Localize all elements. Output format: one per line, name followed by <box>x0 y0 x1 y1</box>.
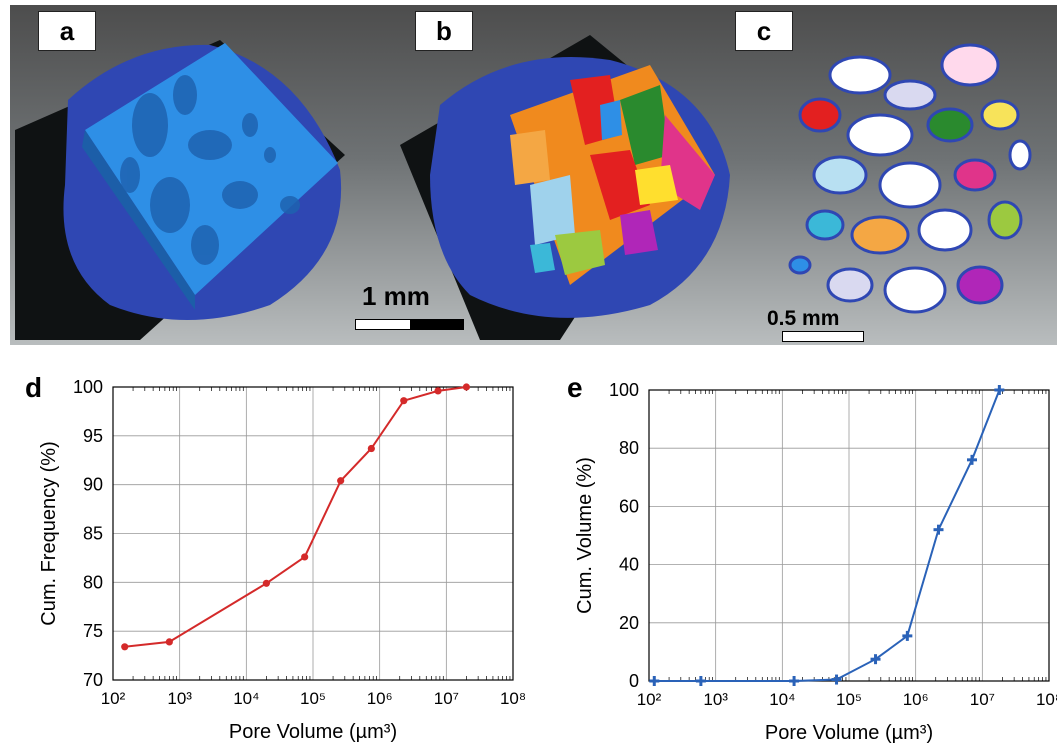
x-axis-title: Pore Volume (µm³) <box>229 721 397 743</box>
plot-frame <box>112 386 514 681</box>
data-point <box>434 387 442 395</box>
data-point <box>262 579 271 587</box>
y-tick-label: 70 <box>83 670 103 690</box>
scale-bar-label-c: 0.5 mm <box>767 307 840 330</box>
y-tick-label: 85 <box>83 524 103 544</box>
cumulative-frequency-chart: 10² 10³ 10⁴ 10⁵ 10⁶ 10⁷ 10⁸ 70 75 80 85 90 95 100 Pore… <box>38 377 525 743</box>
y-tick-label: 95 <box>83 426 103 446</box>
y-tick-label: 0 <box>629 671 639 691</box>
x-tick-label: 10⁵ <box>300 689 326 708</box>
y-tick-label: 60 <box>619 496 639 516</box>
panel-label-b: b <box>415 11 473 51</box>
scale-bar-label-b: 1 mm <box>362 281 430 311</box>
panel-b-rendering <box>400 35 730 340</box>
y-tick-label: 20 <box>619 613 639 633</box>
x-tick-label: 10⁴ <box>233 689 259 708</box>
panel-label-c: c <box>735 11 793 51</box>
y-tick-label: 75 <box>83 621 103 641</box>
data-point <box>165 638 173 646</box>
x-axis-title: Pore Volume (µm³) <box>765 722 933 744</box>
panel-a-rendering <box>15 40 345 340</box>
pore-network-c <box>788 43 1032 314</box>
x-tick-label: 10⁷ <box>970 690 995 709</box>
data-point <box>462 383 471 391</box>
x-tick-label: 10⁵ <box>836 690 862 709</box>
x-tick-label: 10⁶ <box>903 690 929 709</box>
cumulative-volume-chart: 10² 10³ 10⁴ 10⁵ 10⁶ 10⁷ 10⁸ 0 20 40 60 80 100 Pore Vo… <box>574 380 1057 744</box>
x-tick-label: 10³ <box>167 689 192 708</box>
data-point <box>933 524 944 535</box>
y-tick-label: 90 <box>83 475 103 495</box>
data-point <box>400 397 408 405</box>
panel-label-e: e <box>567 372 583 403</box>
panel-label-d: d <box>25 372 43 403</box>
data-point <box>789 676 800 686</box>
data-point <box>121 643 129 651</box>
segmented-pores-b <box>510 65 715 285</box>
x-tick-label: 10⁸ <box>1036 690 1057 709</box>
data-point <box>967 454 978 465</box>
data-point <box>831 674 842 685</box>
plot-frame <box>648 389 1050 682</box>
data-point <box>994 385 1005 395</box>
data-point <box>870 654 881 665</box>
x-tick-label: 10² <box>637 690 662 709</box>
x-tick-label: 10⁴ <box>769 690 795 709</box>
x-tick-label: 10⁶ <box>367 689 393 708</box>
data-point <box>301 553 309 561</box>
y-axis-title: Cum. Frequency (%) <box>38 441 60 626</box>
scale-bar-b-white <box>355 319 411 330</box>
pore-voids-a <box>120 75 300 265</box>
data-point <box>337 477 345 485</box>
data-point <box>695 676 706 686</box>
y-tick-label: 80 <box>83 572 103 592</box>
x-tick-label: 10⁸ <box>500 689 525 708</box>
panel-label-a: a <box>38 11 96 51</box>
x-tick-label: 10³ <box>703 690 728 709</box>
y-tick-label: 100 <box>609 380 639 400</box>
data-point <box>649 676 660 686</box>
micro-ct-renderings <box>15 35 1032 340</box>
y-axis-title: Cum. Volume (%) <box>574 457 596 614</box>
data-point <box>902 630 913 641</box>
micro-ct-image-strip: a b c 1 mm 0.5 mm <box>10 5 1057 345</box>
x-tick-label: 10² <box>101 689 126 708</box>
x-tick-label: 10⁷ <box>434 689 459 708</box>
y-tick-label: 80 <box>619 438 639 458</box>
y-tick-label: 100 <box>73 377 103 397</box>
data-point <box>367 444 375 453</box>
y-tick-label: 40 <box>619 555 639 575</box>
panel-c-rendering <box>788 43 1032 314</box>
scale-bar-c <box>782 331 864 342</box>
scale-bar-b-black <box>410 319 464 330</box>
